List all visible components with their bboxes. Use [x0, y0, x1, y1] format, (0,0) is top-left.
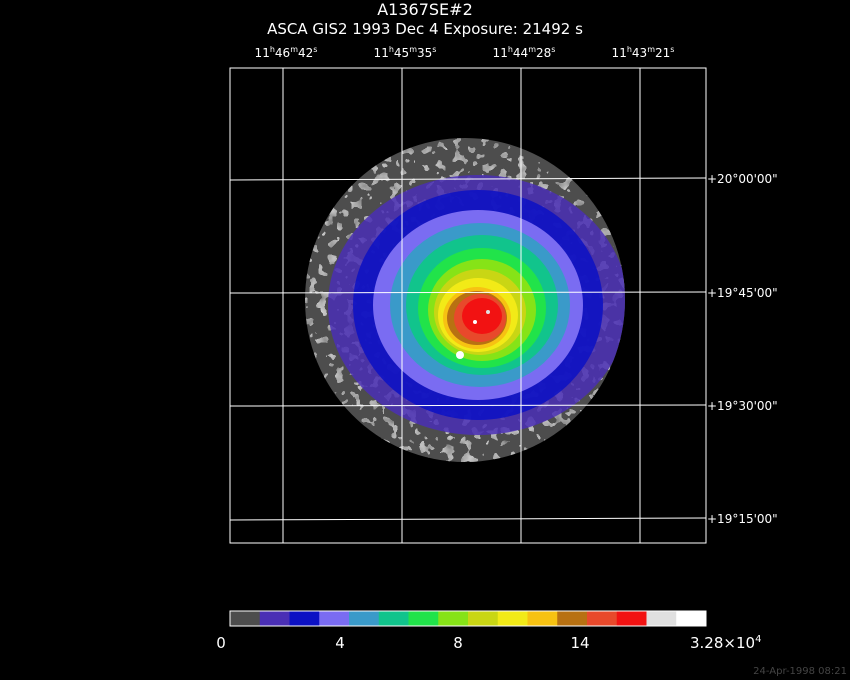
dec-label: +20°00'00" — [707, 172, 778, 186]
dec-label: +19°45'00" — [707, 286, 778, 300]
colorbar-segment — [557, 611, 588, 626]
colorbar-segment — [497, 611, 528, 626]
ra-label: 11h46m42s — [254, 45, 318, 60]
ra-label: 11h43m21s — [611, 45, 675, 60]
colorbar-segment — [676, 611, 707, 626]
colorbar-segment — [259, 611, 290, 626]
colorbar-segment — [616, 611, 647, 626]
dec-label: +19°30'00" — [707, 399, 778, 413]
target-title: A1367SE#2 — [377, 0, 473, 19]
colorbar-label: 8 — [453, 634, 463, 652]
timestamp: 24-Apr-1998 08:21 — [753, 666, 847, 677]
colorbar-segment — [289, 611, 320, 626]
colorbar — [230, 611, 707, 626]
colorbar-label: 14 — [570, 634, 590, 652]
colorbar-segment — [408, 611, 439, 626]
ra-label: 11h44m28s — [492, 45, 556, 60]
colorbar-segment — [378, 611, 409, 626]
colorbar-label: 0 — [216, 634, 226, 652]
dec-label: +19°15'00" — [707, 512, 778, 526]
colorbar-segment — [587, 611, 618, 626]
colorbar-segment — [230, 611, 261, 626]
colorbar-segment — [438, 611, 469, 626]
colorbar-max-label: 3.28×104 — [690, 634, 762, 652]
observation-info: ASCA GIS2 1993 Dec 4 Exposure: 21492 s — [267, 20, 583, 38]
colorbar-segment — [468, 611, 499, 626]
cluster-emission — [305, 138, 625, 462]
colorbar-segment — [646, 611, 677, 626]
colorbar-segment — [319, 611, 350, 626]
colorbar-segment — [527, 611, 558, 626]
colorbar-segment — [349, 611, 380, 626]
coordinate-grid — [229, 67, 707, 544]
ra-label: 11h45m35s — [373, 45, 437, 60]
colorbar-label: 4 — [335, 634, 345, 652]
